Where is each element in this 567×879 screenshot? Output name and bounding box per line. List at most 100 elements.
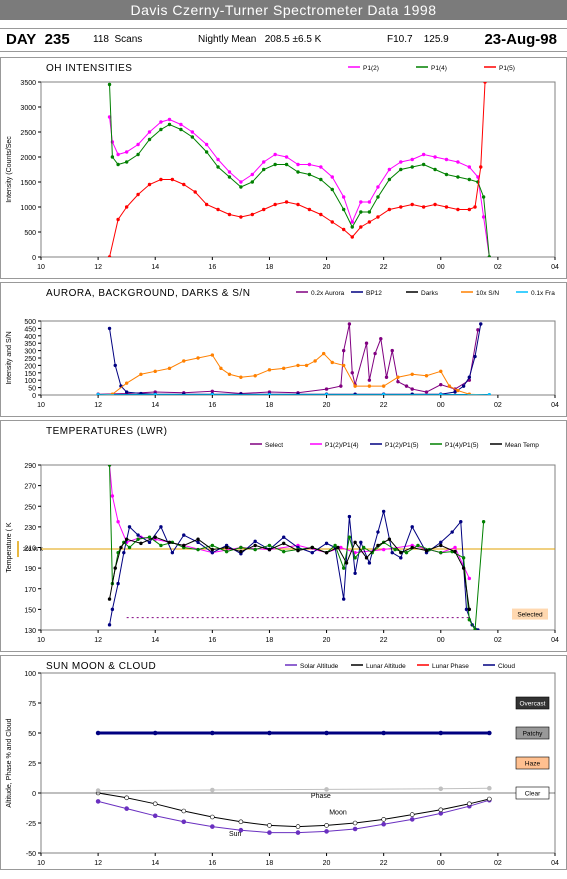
legend-label: Mean Temp bbox=[505, 442, 539, 449]
data-point bbox=[344, 561, 349, 565]
series-p1-5- bbox=[107, 82, 487, 257]
data-point bbox=[107, 326, 112, 331]
data-point bbox=[95, 799, 101, 804]
data-point bbox=[282, 366, 286, 371]
data-point bbox=[387, 537, 392, 541]
data-point bbox=[267, 730, 272, 736]
series-line bbox=[109, 323, 482, 395]
legend-label: BP12 bbox=[366, 290, 382, 297]
data-point bbox=[393, 547, 397, 552]
info-bar: DAY 235 118 Scans Nightly Mean 208.5 ±6.… bbox=[0, 28, 567, 52]
data-point bbox=[122, 550, 126, 555]
data-point bbox=[476, 328, 480, 332]
data-point bbox=[107, 465, 112, 467]
data-point bbox=[95, 788, 101, 793]
data-point bbox=[367, 200, 372, 204]
data-point bbox=[262, 160, 266, 164]
y-tick-label: 150 bbox=[24, 607, 36, 614]
x-tick-label: 16 bbox=[208, 264, 216, 271]
data-point bbox=[159, 127, 163, 132]
data-point bbox=[404, 384, 409, 388]
chart-svg-temps: TEMPERATURES (LWR) Select P1(2)/P1(4) P1(2)… bbox=[0, 420, 567, 652]
data-point bbox=[399, 167, 403, 172]
x-tick-label: 02 bbox=[494, 637, 502, 644]
data-point bbox=[159, 120, 163, 124]
data-point bbox=[381, 393, 386, 395]
data-point bbox=[376, 215, 380, 219]
data-point bbox=[379, 337, 383, 341]
data-point bbox=[381, 730, 386, 736]
x-tick-label: 18 bbox=[266, 402, 274, 409]
data-point bbox=[159, 525, 163, 529]
series-p1-2-p1-4- bbox=[107, 465, 472, 581]
data-point bbox=[116, 152, 120, 157]
data-point bbox=[324, 393, 329, 395]
y-tick-label: 50 bbox=[28, 731, 36, 738]
series-solar-altitude bbox=[95, 797, 492, 835]
data-point bbox=[367, 561, 372, 565]
data-point bbox=[416, 543, 420, 548]
data-point bbox=[324, 387, 329, 391]
y-tick-label: 25 bbox=[28, 761, 36, 768]
data-point bbox=[410, 525, 414, 529]
data-point bbox=[210, 824, 215, 829]
series-p1-2-p1-5- bbox=[107, 509, 480, 630]
chart-frame bbox=[0, 282, 567, 417]
data-point bbox=[381, 509, 386, 514]
y-tick-label: 100 bbox=[24, 378, 36, 385]
data-point bbox=[467, 801, 472, 807]
data-point bbox=[424, 374, 429, 378]
legend-label: Lunar Altitude bbox=[366, 663, 406, 670]
data-point bbox=[267, 368, 272, 372]
data-point bbox=[204, 202, 209, 207]
y-tick-label: 2500 bbox=[20, 130, 36, 137]
legend-label: Solar Altitude bbox=[300, 663, 339, 670]
series-cloud bbox=[95, 730, 492, 736]
chart-svg-oh: OH INTENSITIES P1(2) P1(4) P1(5)05001000150… bbox=[0, 57, 567, 279]
x-tick-label: 02 bbox=[494, 860, 502, 867]
data-point bbox=[152, 730, 158, 736]
y-tick-label: 450 bbox=[24, 326, 36, 333]
data-point bbox=[421, 162, 426, 167]
x-tick-label: 10 bbox=[37, 264, 45, 271]
data-point bbox=[399, 160, 403, 164]
y-tick-label: 170 bbox=[24, 587, 36, 594]
series-line bbox=[98, 792, 490, 828]
x-tick-label: 18 bbox=[266, 264, 274, 271]
f107: F10.7 125.9 bbox=[387, 34, 449, 45]
data-point bbox=[399, 556, 403, 560]
data-point bbox=[473, 628, 477, 630]
y-tick-label: -50 bbox=[26, 851, 36, 858]
data-point bbox=[381, 821, 386, 827]
data-point bbox=[250, 180, 255, 184]
data-point bbox=[190, 135, 195, 139]
data-point bbox=[438, 807, 444, 813]
date-label: 23-Aug-98 bbox=[484, 31, 557, 48]
data-point bbox=[319, 165, 323, 169]
data-point bbox=[404, 550, 409, 555]
data-point bbox=[210, 393, 215, 395]
data-point bbox=[330, 220, 334, 224]
data-point bbox=[467, 165, 472, 169]
y-tick-label: 500 bbox=[24, 230, 36, 237]
y-tick-label: 290 bbox=[24, 463, 36, 470]
y-tick-label: 250 bbox=[24, 356, 36, 363]
y-tick-label: 3000 bbox=[20, 105, 36, 112]
x-tick-label: 02 bbox=[494, 402, 502, 409]
data-point bbox=[153, 393, 157, 395]
data-point bbox=[204, 150, 209, 154]
legend-label: 0.1x Fra bbox=[531, 290, 555, 297]
chart-title: TEMPERATURES (LWR) bbox=[46, 426, 167, 437]
data-point bbox=[262, 167, 266, 172]
data-point bbox=[324, 829, 329, 834]
data-point bbox=[467, 177, 472, 182]
series-p1-4- bbox=[107, 82, 492, 257]
data-point bbox=[124, 381, 129, 385]
data-point bbox=[410, 372, 414, 376]
data-point bbox=[353, 540, 357, 545]
data-point bbox=[296, 363, 300, 368]
data-point bbox=[210, 550, 215, 555]
nightly-mean: Nightly Mean 208.5 ±6.5 K bbox=[198, 34, 322, 45]
x-tick-label: 12 bbox=[94, 402, 102, 409]
legend-label: P1(5) bbox=[499, 65, 515, 72]
